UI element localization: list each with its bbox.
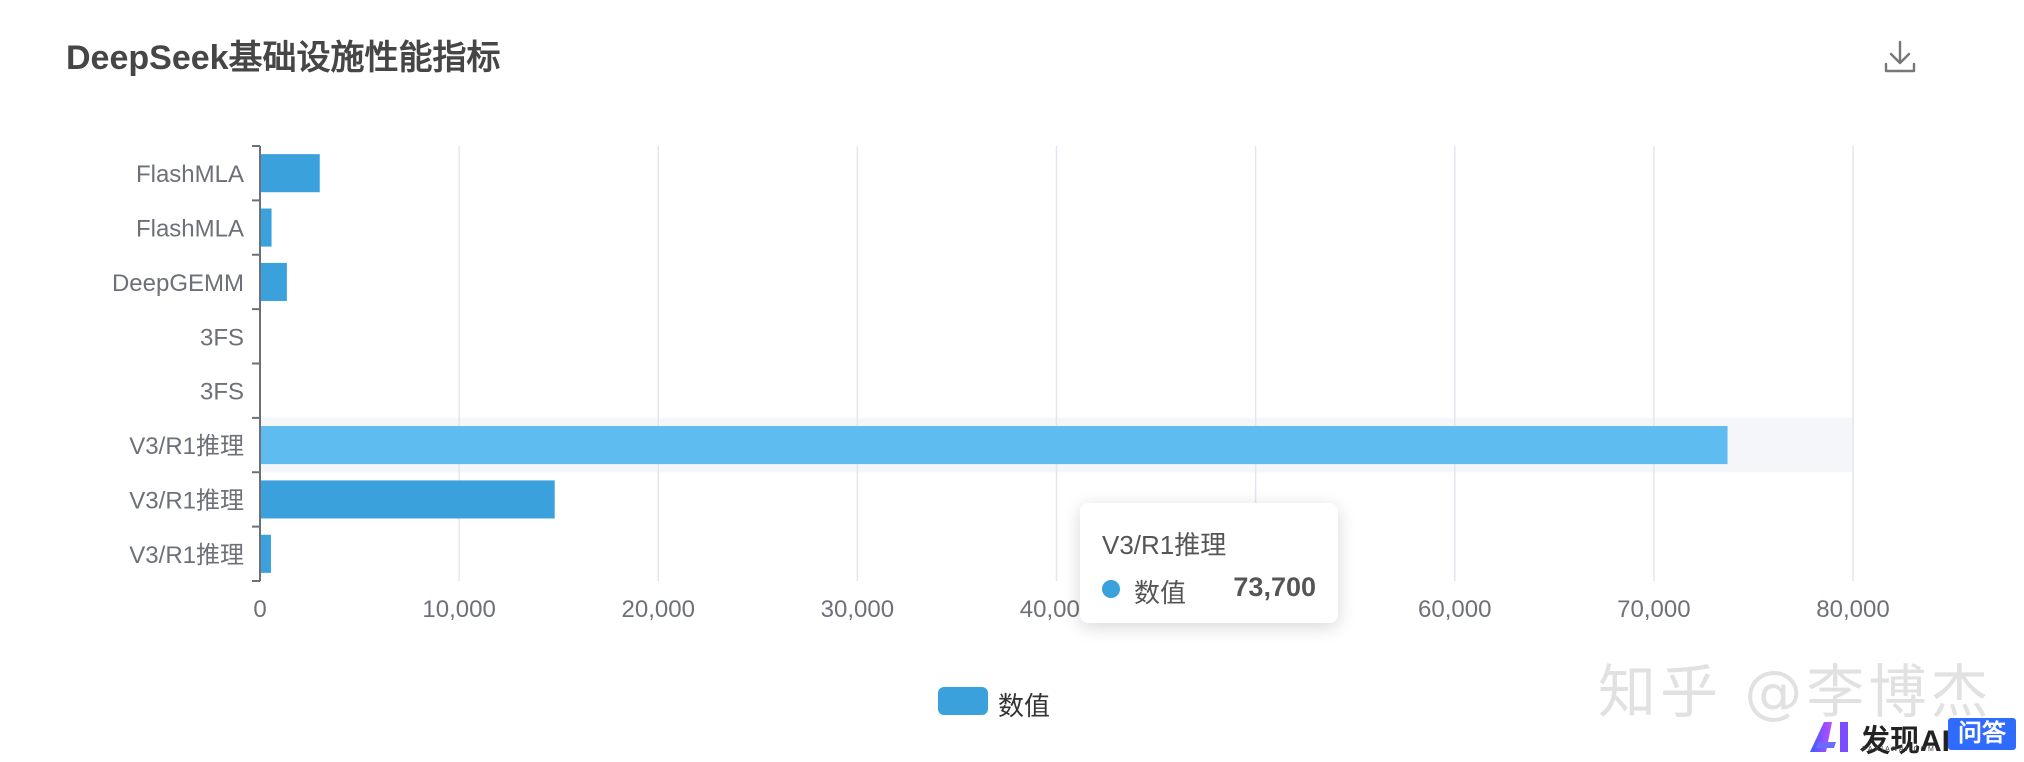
bar[interactable] [260, 208, 272, 247]
bar[interactable] [260, 154, 320, 193]
bar[interactable] [260, 480, 555, 519]
y-tick-label: FlashMLA [136, 216, 244, 243]
y-tick-label: V3/R1推理 [129, 487, 244, 514]
download-button[interactable] [1882, 38, 1918, 76]
bar[interactable] [260, 534, 271, 573]
brand-badge: 问答 [1948, 718, 2016, 750]
tooltip-series-dot [1102, 580, 1120, 598]
legend-swatch [938, 687, 988, 715]
y-tick-label: FlashMLA [136, 161, 244, 188]
y-tick-label: DeepGEMM [112, 270, 244, 297]
chart-title: DeepSeek基础设施性能指标 [66, 39, 501, 77]
tooltip-value: 73,700 [1233, 572, 1316, 602]
y-tick-label: 3FS [200, 379, 244, 406]
tooltip: V3/R1推理 数值 73,700 [1080, 503, 1338, 623]
y-tick-label: V3/R1推理 [129, 433, 244, 460]
x-tick-label: 0 [253, 596, 266, 623]
x-tick-label: 70,000 [1617, 596, 1690, 623]
x-tick-label: 30,000 [821, 596, 894, 623]
bars [260, 154, 1728, 573]
tooltip-title: V3/R1推理 [1102, 530, 1227, 560]
bar[interactable] [260, 262, 287, 301]
brand-text: 发现AI [1860, 725, 1950, 758]
x-axis-labels: 010,00020,00030,00040,00050,00060,00070,… [253, 596, 1889, 623]
axes [252, 145, 261, 582]
download-icon [1884, 40, 1916, 73]
x-tick-label: 20,000 [622, 596, 695, 623]
legend-label: 数值 [998, 691, 1051, 721]
x-tick-label: 60,000 [1418, 596, 1491, 623]
watermark: 知乎 @李博杰 [1598, 658, 1993, 726]
brand-subtext: FAXIANAI.COM [1862, 746, 1936, 753]
brand-mark-icon [1810, 722, 1848, 752]
y-tick-label: V3/R1推理 [129, 542, 244, 569]
y-axis-labels: FlashMLA FlashMLA DeepGEMM 3FS 3FS V3/R1推理 V3/… [112, 161, 244, 569]
bar[interactable] [260, 426, 1728, 465]
tooltip-series-name: 数值 [1134, 578, 1187, 608]
y-tick-label: 3FS [200, 324, 244, 351]
x-tick-label: 10,000 [422, 596, 495, 623]
x-tick-label: 80,000 [1816, 596, 1889, 623]
